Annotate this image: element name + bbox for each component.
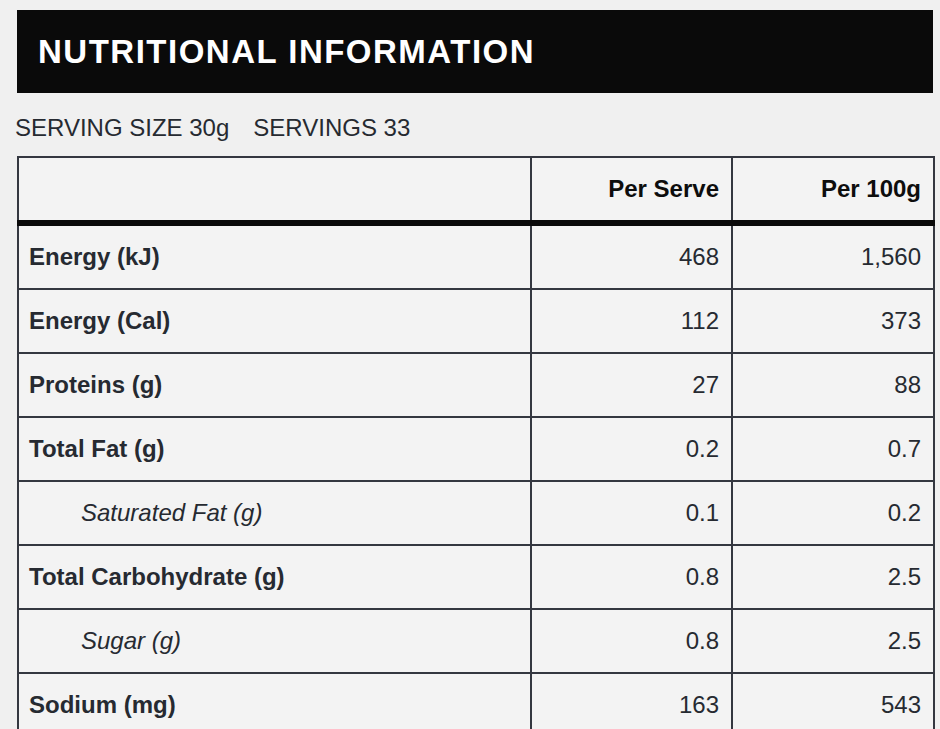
per-serve-value-cell: 0.8 [531, 545, 732, 609]
row-label-cell: Sugar (g) [18, 609, 531, 673]
row-label-cell: Proteins (g) [18, 353, 531, 417]
per-serve-value-cell: 468 [531, 223, 732, 289]
per-serve-value-cell: 0.1 [531, 481, 732, 545]
per-100g-value-cell: 2.5 [732, 545, 934, 609]
nutrition-header-bar: NUTRITIONAL INFORMATION [17, 10, 933, 93]
serving-size-text: SERVING SIZE 30g [15, 114, 229, 141]
nutrition-table: Per Serve Per 100g Energy (kJ)4681,560En… [17, 156, 935, 729]
row-label-cell: Total Carbohydrate (g) [18, 545, 531, 609]
per-100g-value-cell: 2.5 [732, 609, 934, 673]
per-100g-value-cell: 1,560 [732, 223, 934, 289]
row-label-cell: Energy (Cal) [18, 289, 531, 353]
column-header-blank [18, 157, 531, 223]
table-row: Total Carbohydrate (g)0.82.5 [18, 545, 934, 609]
per-100g-value-cell: 88 [732, 353, 934, 417]
table-row: Sodium (mg)163543 [18, 673, 934, 729]
per-serve-value-cell: 112 [531, 289, 732, 353]
table-body: Energy (kJ)4681,560Energy (Cal)112373Pro… [18, 223, 934, 729]
servings-count-text: SERVINGS 33 [253, 114, 410, 141]
table-row: Sugar (g)0.82.5 [18, 609, 934, 673]
per-100g-value-cell: 0.7 [732, 417, 934, 481]
table-header-row: Per Serve Per 100g [18, 157, 934, 223]
row-label-cell: Saturated Fat (g) [18, 481, 531, 545]
nutrition-section: NUTRITIONAL INFORMATION SERVING SIZE 30g… [17, 10, 933, 729]
row-label-cell: Energy (kJ) [18, 223, 531, 289]
row-label-cell: Sodium (mg) [18, 673, 531, 729]
per-serve-value-cell: 0.2 [531, 417, 732, 481]
per-100g-value-cell: 0.2 [732, 481, 934, 545]
nutrition-title: NUTRITIONAL INFORMATION [38, 33, 535, 71]
table-row: Total Fat (g)0.20.7 [18, 417, 934, 481]
per-100g-value-cell: 543 [732, 673, 934, 729]
serving-info: SERVING SIZE 30g SERVINGS 33 [15, 114, 933, 142]
column-header-per-100g: Per 100g [732, 157, 934, 223]
per-serve-value-cell: 163 [531, 673, 732, 729]
per-serve-value-cell: 27 [531, 353, 732, 417]
column-header-per-serve: Per Serve [531, 157, 732, 223]
table-row: Energy (kJ)4681,560 [18, 223, 934, 289]
table-row: Saturated Fat (g)0.10.2 [18, 481, 934, 545]
table-row: Proteins (g)2788 [18, 353, 934, 417]
per-serve-value-cell: 0.8 [531, 609, 732, 673]
row-label-cell: Total Fat (g) [18, 417, 531, 481]
table-row: Energy (Cal)112373 [18, 289, 934, 353]
per-100g-value-cell: 373 [732, 289, 934, 353]
